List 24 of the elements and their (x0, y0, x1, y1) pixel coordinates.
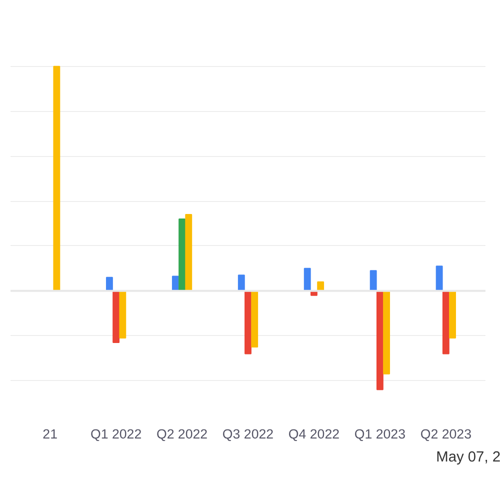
x-tick-label: Q2 2022 (156, 426, 208, 442)
x-tick-label: 21 (42, 426, 58, 442)
x-tick-label: Q1 2022 (90, 426, 142, 442)
bar (178, 218, 186, 292)
bar (251, 290, 258, 348)
bar (383, 290, 390, 374)
x-tick-label: Q2 2023 (420, 426, 472, 442)
bar (442, 290, 450, 354)
text: May 07, 2 (436, 450, 500, 466)
bar (53, 66, 60, 292)
bar (106, 276, 113, 292)
x-tick-label: Q4 2022 (288, 426, 340, 442)
bar (376, 290, 384, 390)
bar (238, 274, 245, 292)
x-tick-label: Q1 2023 (354, 426, 406, 442)
bar (436, 266, 443, 292)
bar (304, 268, 311, 292)
x-tick-label: Q3 2022 (222, 426, 274, 442)
bar (185, 214, 192, 292)
bar (112, 290, 120, 343)
bar (244, 290, 252, 354)
bar (370, 270, 377, 292)
bar (449, 290, 456, 339)
bar (119, 290, 126, 339)
